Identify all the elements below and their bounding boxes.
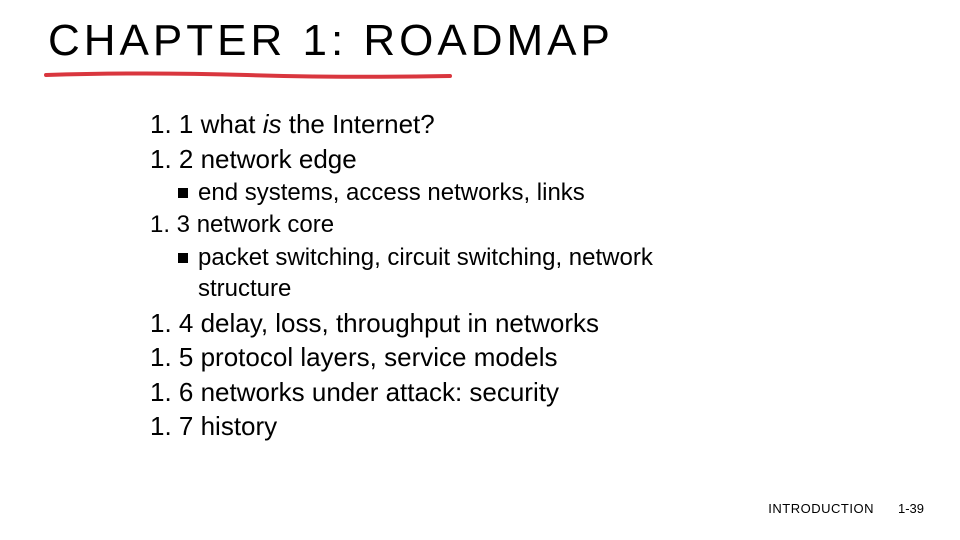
item-1-1-italic: is xyxy=(263,109,282,139)
chapter-title: CHAPTER 1: ROADMAP xyxy=(48,16,614,66)
item-1-3-sub-line2: structure xyxy=(198,273,850,304)
item-1-4: 1. 4 delay, loss, throughput in networks xyxy=(150,307,850,340)
footer-label: INTRODUCTION xyxy=(768,501,874,516)
item-1-1-suffix: the Internet? xyxy=(282,109,435,139)
item-1-7: 1. 7 history xyxy=(150,410,850,443)
item-1-2-sub-text: end systems, access networks, links xyxy=(198,179,585,206)
item-1-3-sub: packet switching, circuit switching, net… xyxy=(178,242,850,304)
item-1-5: 1. 5 protocol layers, service models xyxy=(150,341,850,374)
title-underline xyxy=(42,70,462,84)
bullet-icon xyxy=(178,188,188,198)
bullet-icon xyxy=(178,253,188,263)
item-1-2-sub: end systems, access networks, links xyxy=(178,177,850,208)
item-1-3-sub-line1: packet switching, circuit switching, net… xyxy=(198,244,653,271)
item-1-1: 1. 1 what is the Internet? xyxy=(150,108,850,141)
item-1-1-prefix: 1. 1 what xyxy=(150,109,263,139)
item-1-6: 1. 6 networks under attack: security xyxy=(150,376,850,409)
footer: INTRODUCTION 1-39 xyxy=(768,501,924,516)
item-1-3: 1. 3 network core xyxy=(150,210,850,240)
footer-page: 1-39 xyxy=(898,501,924,516)
roadmap-content: 1. 1 what is the Internet? 1. 2 network … xyxy=(150,108,850,445)
item-1-2: 1. 2 network edge xyxy=(150,143,850,176)
